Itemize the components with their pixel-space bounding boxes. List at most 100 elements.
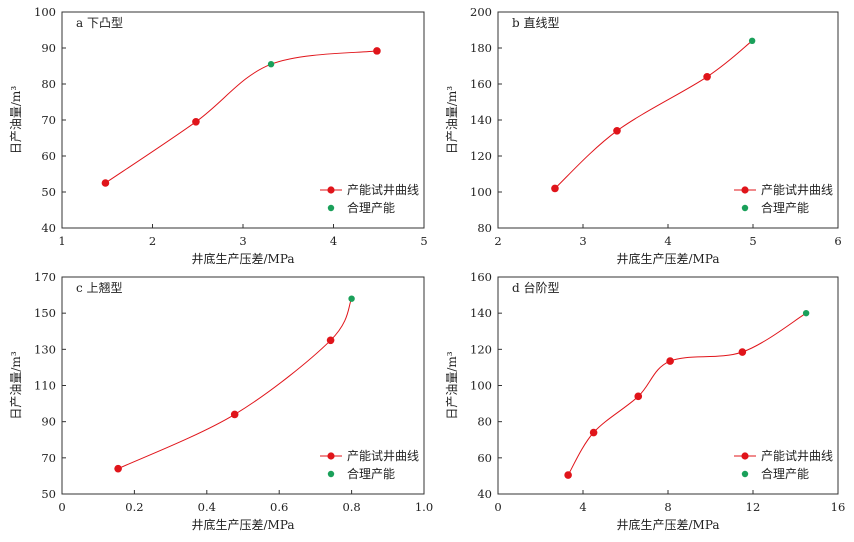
- test-data-point: [703, 73, 711, 81]
- x-tick-label: 0.4: [198, 500, 216, 514]
- y-tick-label: 160: [470, 77, 492, 91]
- legend-optimal-marker: [327, 204, 335, 212]
- legend-optimal-marker: [741, 204, 749, 212]
- test-data-point: [373, 47, 381, 55]
- x-axis-label: 井底生产压差/MPa: [191, 251, 294, 266]
- x-tick-label: 0.2: [125, 500, 143, 514]
- y-tick-label: 160: [470, 270, 492, 284]
- x-axis-label: 井底生产压差/MPa: [191, 517, 294, 532]
- x-axis-label: 井底生产压差/MPa: [616, 251, 719, 266]
- x-tick-label: 12: [746, 500, 761, 514]
- test-data-point: [738, 348, 747, 356]
- legend-curve-marker: [327, 452, 335, 460]
- y-tick-label: 100: [34, 5, 56, 19]
- legend-curve-marker: [741, 186, 749, 194]
- y-tick-label: 140: [470, 306, 492, 320]
- x-tick-label: 8: [664, 500, 671, 514]
- optimal-capacity-point: [748, 37, 756, 44]
- y-tick-label: 170: [34, 270, 56, 284]
- chart-panel-c: 0 0.2 0.4 0.6 0.8 1.0 50 70 90 110 130 150 170 井底生产压差…: [9, 270, 433, 532]
- chart-panel-a: 1 2 3 4 5 40 50 60 70 80 90 100 井底生产压差/MPa 日产油量/m³ a 下…: [9, 5, 428, 266]
- test-data-point: [101, 179, 110, 187]
- test-data-point: [551, 184, 559, 193]
- x-tick-label: 3: [239, 234, 246, 248]
- test-curve-line: [105, 50, 377, 184]
- test-data-point: [666, 357, 674, 365]
- y-tick-label: 200: [470, 5, 492, 19]
- x-tick-label: 6: [834, 234, 841, 248]
- legend-optimal-marker: [741, 470, 749, 478]
- test-curve-line: [554, 40, 753, 189]
- x-tick-label: 4: [330, 234, 337, 248]
- chart-panel-b: 2 3 4 5 6 80 100 120 140 160 180 200 井底生产压差/MPa 日产油量/…: [445, 5, 842, 266]
- y-tick-label: 120: [470, 149, 492, 163]
- x-tick-label: 0.8: [342, 500, 360, 514]
- panel-title: c 上翘型: [76, 281, 123, 295]
- y-tick-label: 40: [477, 487, 492, 501]
- x-tick-label: 1: [58, 234, 65, 248]
- y-tick-label: 100: [470, 185, 492, 199]
- x-tick-label: 3: [579, 234, 586, 248]
- legend-curve-marker: [741, 452, 749, 460]
- x-tick-label: 2: [494, 234, 501, 248]
- legend-label-optimal: 合理产能: [347, 466, 395, 481]
- x-tick-label: 0: [494, 500, 501, 514]
- y-tick-label: 60: [477, 451, 492, 465]
- x-tick-label: 0: [58, 500, 65, 514]
- y-tick-label: 90: [41, 41, 56, 55]
- x-axis-label: 井底生产压差/MPa: [616, 517, 719, 532]
- test-curve-line: [117, 298, 353, 470]
- x-tick-label: 4: [579, 500, 586, 514]
- y-axis-label: 日产油量/m³: [9, 351, 23, 419]
- x-tick-label: 5: [749, 234, 756, 248]
- optimal-capacity-point: [267, 60, 275, 68]
- y-tick-label: 110: [34, 379, 56, 393]
- optimal-capacity-point: [348, 295, 355, 302]
- test-data-point: [192, 118, 200, 126]
- y-tick-label: 80: [477, 221, 492, 235]
- y-tick-label: 80: [477, 415, 492, 429]
- legend-label-curve: 产能试井曲线: [761, 448, 833, 463]
- y-tick-label: 130: [34, 342, 56, 356]
- x-tick-label: 16: [831, 500, 846, 514]
- y-axis-label: 日产油量/m³: [445, 351, 459, 419]
- y-tick-label: 50: [41, 185, 56, 199]
- y-axis-label: 日产油量/m³: [9, 86, 23, 154]
- legend-label-curve: 产能试井曲线: [347, 448, 419, 463]
- x-tick-label: 5: [420, 234, 427, 248]
- y-tick-label: 40: [41, 221, 56, 235]
- chart-panel-d: 0 4 8 12 16 40 60 80 100 120 140 160 井底生产压差/MPa 日产油量/…: [445, 270, 845, 532]
- test-data-point: [634, 392, 643, 401]
- test-data-point: [613, 127, 621, 135]
- y-tick-label: 70: [41, 113, 56, 127]
- x-tick-label: 2: [149, 234, 156, 248]
- y-tick-label: 80: [41, 77, 56, 91]
- test-data-point: [326, 336, 335, 345]
- panel-title: b 直线型: [512, 16, 560, 30]
- legend-label-optimal: 合理产能: [761, 200, 809, 215]
- x-tick-label: 1.0: [415, 500, 433, 514]
- test-data-point: [589, 428, 598, 437]
- test-data-point: [114, 464, 122, 473]
- panel-title: d 台阶型: [512, 280, 560, 295]
- legend-curve-marker: [327, 186, 335, 194]
- y-tick-label: 100: [470, 379, 492, 393]
- y-axis-label: 日产油量/m³: [445, 86, 459, 154]
- x-tick-label: 0.6: [270, 500, 288, 514]
- y-tick-label: 140: [470, 113, 492, 127]
- y-tick-label: 50: [41, 487, 56, 501]
- y-tick-label: 70: [41, 451, 56, 465]
- panel-title: a 下凸型: [76, 16, 123, 30]
- legend-label-curve: 产能试井曲线: [347, 182, 419, 197]
- y-tick-label: 90: [41, 415, 56, 429]
- legend-label-optimal: 合理产能: [761, 466, 809, 481]
- y-tick-label: 60: [41, 149, 56, 163]
- legend-label-curve: 产能试井曲线: [761, 182, 833, 197]
- legend-optimal-marker: [327, 470, 335, 478]
- y-tick-label: 180: [470, 41, 492, 55]
